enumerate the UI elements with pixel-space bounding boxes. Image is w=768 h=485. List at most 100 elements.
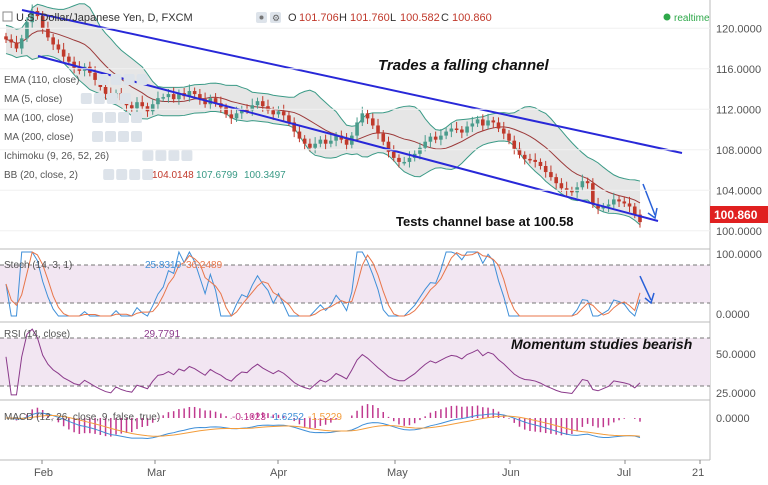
candle-body: [135, 102, 139, 109]
time-tick-label: Jul: [617, 467, 631, 479]
candle-body: [203, 99, 207, 105]
indicator-control-icon[interactable]: [119, 93, 131, 104]
candle-body: [612, 199, 616, 205]
time-axis: Feb Mar Apr May Jun Jul 21: [34, 460, 704, 479]
candle-body: [365, 113, 370, 119]
indicator-control-icon[interactable]: [105, 131, 116, 142]
indicator-control-icon[interactable]: [97, 74, 109, 85]
candle-body: [313, 143, 317, 148]
candle-body: [46, 28, 50, 38]
candle-body: [177, 93, 181, 100]
candle-body: [575, 187, 579, 193]
candle-body: [418, 147, 422, 154]
realtime-dot-icon: [663, 13, 671, 21]
candle-body: [522, 154, 527, 159]
indicator-control-icon[interactable]: [92, 112, 103, 123]
candle-body: [344, 139, 349, 145]
indicator-control-icon[interactable]: [155, 150, 167, 161]
header-settings-icon[interactable]: ⚙: [270, 12, 281, 23]
indicator-control-icon[interactable]: [92, 131, 103, 142]
indicator-label: MA (200, close): [4, 132, 73, 143]
candle-body: [4, 36, 8, 40]
indicator-control-icon[interactable]: [129, 169, 141, 180]
price-tick: 104.0000: [716, 185, 762, 197]
candle-body: [617, 199, 621, 202]
indicator-control-icon[interactable]: [118, 131, 129, 142]
candle-body: [559, 183, 564, 189]
candle-body: [507, 133, 511, 141]
candle-body: [334, 135, 338, 141]
candle-body: [260, 101, 265, 107]
close-label: C: [441, 12, 449, 24]
annotation-channel-base: Tests channel base at 100.58: [396, 214, 574, 229]
candle-body: [61, 49, 66, 57]
candle-body: [460, 129, 464, 133]
high-value: 101.760: [350, 12, 390, 24]
candle-body: [449, 128, 454, 132]
bb-fill: [6, 3, 640, 225]
header-eye-icon[interactable]: [256, 12, 267, 23]
rsi-value: 29.7791: [144, 329, 181, 340]
bb-upper-line: [5, 3, 641, 182]
indicator-control-icon[interactable]: [142, 150, 154, 161]
indicator-label: Ichimoku (9, 26, 52, 26): [4, 151, 109, 162]
open-value: 101.706: [299, 12, 339, 24]
indicator-control-icon[interactable]: [136, 74, 148, 85]
candle-body: [564, 188, 569, 191]
candle-body: [386, 141, 391, 152]
stoch-label: Stoch (14, 3, 1): [4, 260, 72, 271]
indicator-control-icon[interactable]: [105, 112, 116, 123]
candle-body: [93, 72, 97, 80]
candle-body: [370, 118, 375, 126]
candle-body: [51, 37, 55, 45]
candle-body: [14, 42, 19, 49]
indicator-control-icon[interactable]: [131, 112, 142, 123]
candle-body: [129, 105, 134, 109]
indicator-control-icon[interactable]: [142, 169, 154, 180]
candle-body: [355, 122, 359, 136]
indicator-control-icon[interactable]: [131, 131, 142, 142]
candle-body: [391, 151, 396, 158]
candle-body: [318, 139, 323, 144]
time-tick-label: Mar: [147, 467, 166, 479]
price-tick: 100.0000: [716, 226, 762, 238]
indicator-control-icon[interactable]: [103, 169, 115, 180]
macd-label: MACD (12, 26, close, 9, false, true): [4, 412, 160, 423]
collapse-icon[interactable]: [2, 11, 13, 22]
candle-body: [376, 125, 380, 134]
time-tick-label: Feb: [34, 467, 53, 479]
indicator-control-icon[interactable]: [118, 112, 129, 123]
indicator-control-icon[interactable]: [116, 169, 128, 180]
candle-body: [250, 105, 255, 111]
candle-body: [302, 138, 307, 144]
indicator-legend: EMA (110, close) MA (5, close) MA (100, cl…: [4, 74, 286, 181]
annotation-falling-channel: Trades a falling channel: [378, 57, 549, 74]
candle-body: [402, 161, 407, 164]
candle-body: [538, 161, 543, 166]
channel-upper-line: [21, 9, 683, 154]
candle-body: [496, 122, 501, 129]
indicator-control-icon[interactable]: [110, 74, 122, 85]
candle-body: [140, 102, 145, 107]
candle-body: [627, 203, 632, 207]
indicator-label: MA (100, close): [4, 113, 73, 124]
indicator-control-icon[interactable]: [168, 150, 180, 161]
candle-body: [19, 38, 24, 49]
last-price-value: 100.860: [714, 208, 758, 222]
macd-value: -1.6252: [270, 412, 304, 423]
candle-body: [25, 22, 29, 39]
candle-body: [192, 91, 197, 95]
indicator-control-icon[interactable]: [181, 150, 193, 161]
indicator-control-icon[interactable]: [80, 93, 92, 104]
candle-body: [475, 119, 480, 124]
indicator-control-icon[interactable]: [93, 93, 105, 104]
indicator-label: MA (5, close): [4, 94, 62, 105]
indicator-control-icon[interactable]: [123, 74, 135, 85]
candle-body: [638, 214, 642, 223]
indicator-control-icon[interactable]: [106, 93, 118, 104]
candle-body: [591, 183, 595, 205]
candle-body: [245, 109, 249, 111]
last-price-tag: [710, 206, 768, 223]
candle-body: [213, 98, 218, 104]
